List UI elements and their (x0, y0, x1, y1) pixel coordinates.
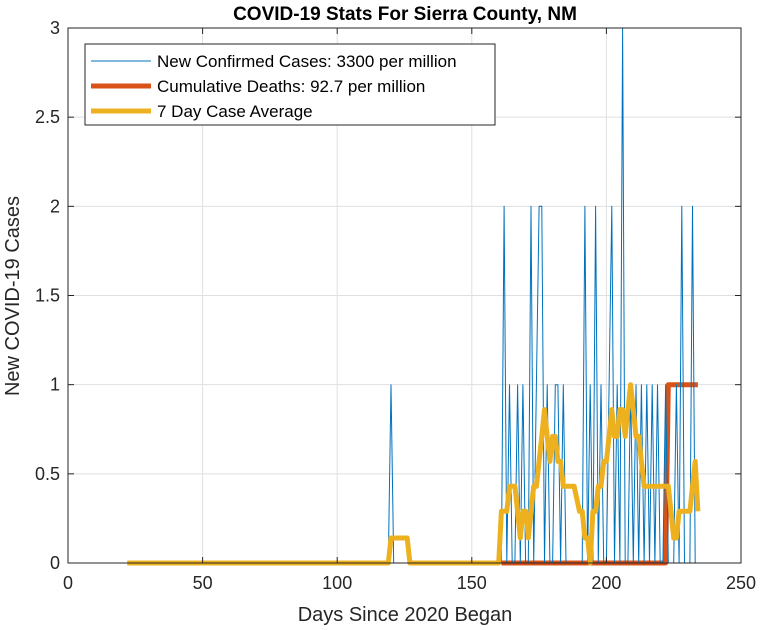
x-tick-label: 250 (726, 573, 756, 593)
x-tick-label: 50 (193, 573, 213, 593)
legend-label-deaths: Cumulative Deaths: 92.7 per million (157, 77, 425, 96)
y-tick-label: 3 (50, 18, 60, 38)
y-tick-label: 1.5 (35, 286, 60, 306)
y-tick-label: 0 (50, 553, 60, 573)
y-tick-label: 2.5 (35, 107, 60, 127)
y-tick-label: 0.5 (35, 464, 60, 484)
legend-box (84, 43, 496, 126)
x-axis-label: Days Since 2020 Began (298, 604, 513, 626)
x-tick-label: 200 (591, 573, 621, 593)
series-average-line (127, 382, 701, 566)
chart-title: COVID-19 Stats For Sierra County, NM (233, 4, 577, 25)
ticks: 0 50 100 150 200 250 0 0.5 1 1.5 2 2.5 3 (35, 18, 756, 593)
legend-label-new-cases: New Confirmed Cases: 3300 per million (157, 52, 457, 71)
x-tick-label: 100 (322, 573, 352, 593)
x-tick-label: 150 (457, 573, 487, 593)
series-new-cases-line (127, 27, 698, 564)
legend-label-average: 7 Day Case Average (157, 102, 313, 121)
y-tick-label: 2 (50, 196, 60, 216)
x-tick-label: 0 (63, 573, 73, 593)
y-tick-label: 1 (50, 375, 60, 395)
y-axis-label: New COVID-19 Cases (2, 196, 24, 396)
legend: New Confirmed Cases: 3300 per million Cu… (84, 43, 496, 126)
